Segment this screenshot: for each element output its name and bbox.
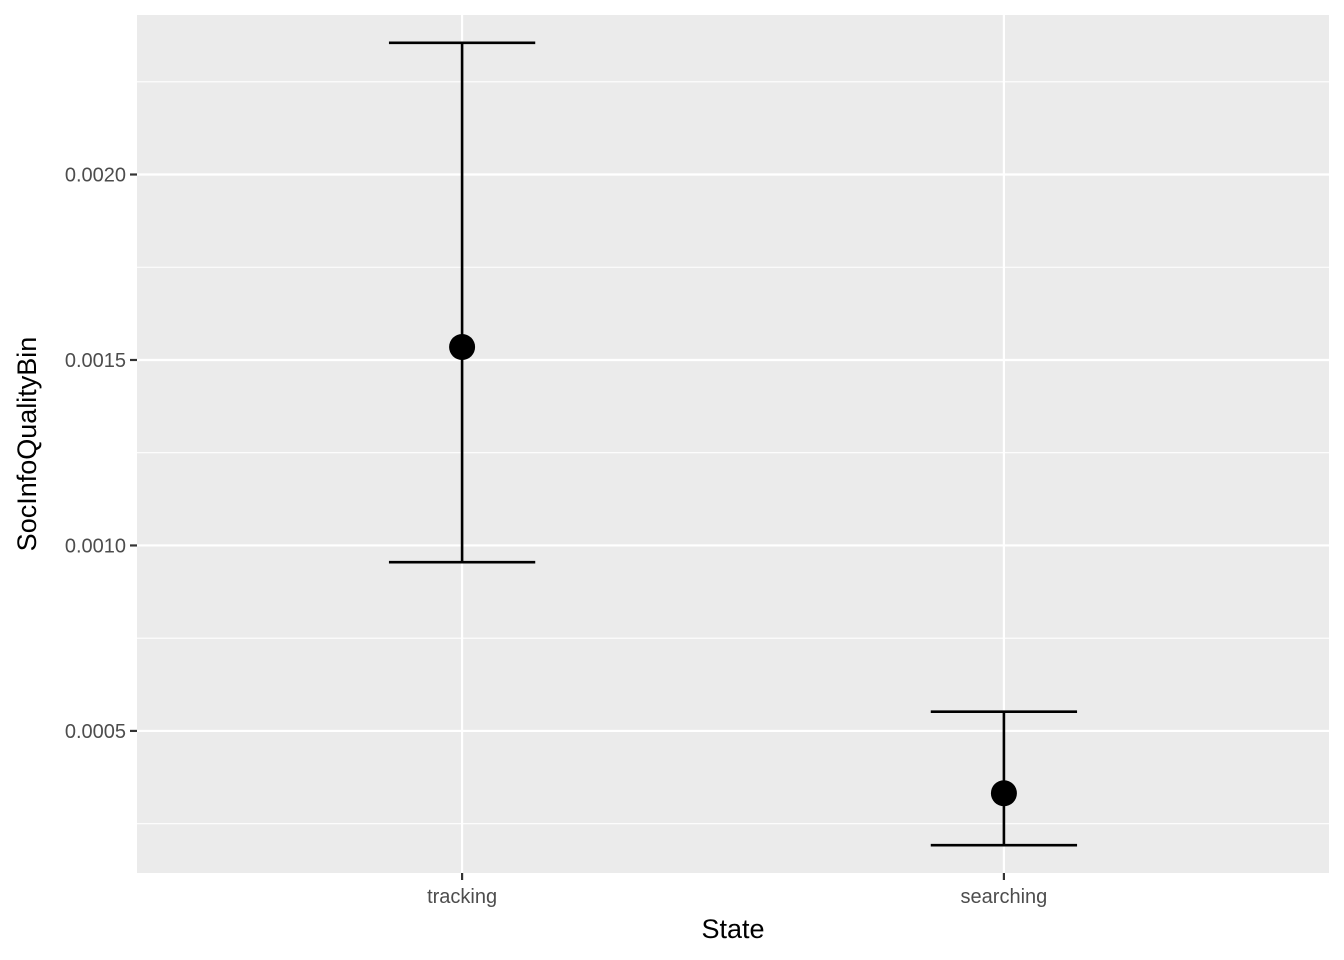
x-tick-label: searching: [961, 886, 1048, 908]
plot-panel: [137, 15, 1329, 873]
data-marks: [388, 41, 1078, 847]
y-axis-title: SocInfoQualityBin: [12, 337, 42, 552]
minor-gridlines: [137, 81, 1329, 825]
data-point: [990, 780, 1017, 807]
y-tick-label: 0.0010: [65, 535, 126, 557]
y-tick-label: 0.0005: [65, 721, 126, 743]
y-tick-label: 0.0020: [65, 165, 126, 187]
y-axis: 0.0005 0.0010 0.0015 0.0020: [65, 165, 137, 743]
x-axis-title: State: [701, 914, 764, 944]
y-tick-label: 0.0015: [65, 350, 126, 372]
x-tick-label: tracking: [427, 886, 497, 908]
x-axis: tracking searching: [427, 873, 1047, 908]
data-point: [449, 333, 476, 360]
